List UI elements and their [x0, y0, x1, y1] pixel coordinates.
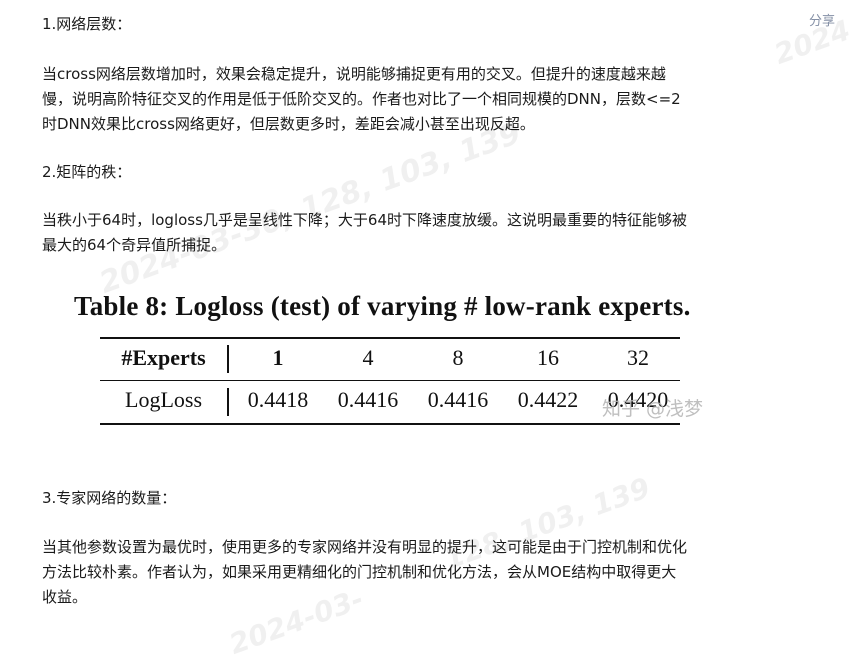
- table-figure: Table 8: Logloss (test) of varying # low…: [70, 285, 720, 435]
- image-watermark: 知乎 @浅梦: [602, 398, 704, 420]
- table-header-cell: 8: [452, 345, 464, 370]
- paragraph-line: 时DNN效果比cross网络更好，但层数更多时，差距会减小甚至出现反超。: [42, 115, 535, 133]
- paragraph-line: 当cross网络层数增加时，效果会稳定提升，说明能够捕捉更有用的交叉。但提升的速…: [42, 65, 666, 83]
- paragraph-line: 当秩小于64时，logloss几乎是呈线性下降；大于64时下降速度放缓。这说明最…: [42, 211, 688, 229]
- table-header-cell: 1: [272, 345, 284, 370]
- table-column-divider: [227, 388, 229, 416]
- table-cell: 0.4416: [427, 387, 489, 412]
- table-mid-rule: [100, 380, 680, 381]
- table-header-cell: 32: [627, 345, 649, 370]
- table-row-label: LogLoss: [125, 387, 202, 412]
- table-header-row: #Experts 1 4 8 16 32: [100, 337, 683, 379]
- paragraph-line: 慢，说明高阶特征交叉的作用是低于低阶交叉的。作者也对比了一个相同规模的DNN，层…: [42, 90, 681, 108]
- section-heading: 2.矩阵的秩：: [42, 163, 132, 181]
- table-row: LogLoss 0.4418 0.4416 0.4416 0.4422 0.44…: [100, 379, 683, 421]
- watermark-text: 2024-03-: [225, 582, 368, 661]
- table-top-rule: [100, 337, 680, 339]
- table-caption: Table 8: Logloss (test) of varying # low…: [74, 291, 691, 321]
- table-header-cell: #Experts: [121, 345, 206, 370]
- paragraph-line: 最大的64个奇异值所捕捉。: [42, 236, 227, 254]
- table-header-cell: 16: [537, 345, 559, 370]
- paragraph-line: 方法比较朴素。作者认为，如果采用更精细化的门控机制和优化方法，会从MOE结构中取…: [42, 563, 677, 581]
- table-cell: 0.4418: [247, 387, 309, 412]
- table-header-cell: 4: [362, 345, 374, 370]
- paragraph-line: 收益。: [42, 588, 88, 606]
- share-button[interactable]: 分享: [808, 14, 835, 29]
- table-cell: 0.4416: [337, 387, 399, 412]
- paragraph-line: 当其他参数设置为最优时，使用更多的专家网络并没有明显的提升，这可能是由于门控机制…: [42, 538, 688, 556]
- table-cell: 0.4420: [607, 387, 669, 412]
- table-column-divider: [227, 345, 229, 373]
- logloss-table: #Experts 1 4 8 16 32 LogLoss 0.4418 0.44…: [100, 337, 683, 421]
- section-heading: 1.网络层数：: [42, 15, 132, 33]
- section-heading: 3.专家网络的数量：: [42, 489, 177, 507]
- table-cell: 0.4422: [517, 387, 579, 412]
- table-bottom-rule: [100, 423, 680, 425]
